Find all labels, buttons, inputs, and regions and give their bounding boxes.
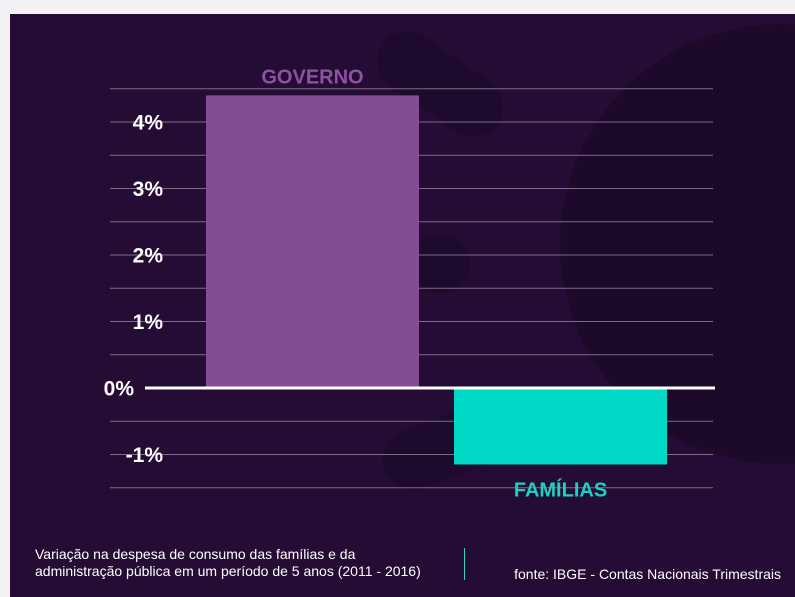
y-tick-label: 2% [133,245,164,268]
background-circle [560,24,795,464]
y-tick-label: 0% [104,378,135,401]
bar-chart: 4% 3% 2% 1% 0% -1% GOVERNO FAMÍLIAS [104,66,715,501]
y-tick-label: 4% [133,112,164,135]
background-pill-top [377,31,503,137]
category-labels: GOVERNO FAMÍLIAS [261,66,607,501]
category-label: FAMÍLIAS [514,478,607,501]
chart-caption: Variação na despesa de consumo das famíl… [35,546,455,580]
y-tick-label: -1% [126,444,164,467]
background-dot [410,234,470,294]
caption-line-2: administração pública em um período de 5… [35,563,421,579]
bar-famlias [454,388,667,465]
footer-divider [464,548,465,580]
source-note: fonte: IBGE - Contas Nacionais Trimestra… [514,566,781,582]
category-label: GOVERNO [261,66,363,88]
y-tick-label: 3% [133,178,164,201]
y-axis-ticks: 4% 3% 2% 1% 0% -1% [104,112,164,468]
bar-governo [206,95,419,389]
bars [206,95,667,465]
caption-line-1: Variação na despesa de consumo das famíl… [35,546,356,562]
infographic-panel: 4% 3% 2% 1% 0% -1% GOVERNO FAMÍLIAS Variação n… [10,14,795,597]
y-tick-label: 1% [133,311,164,334]
